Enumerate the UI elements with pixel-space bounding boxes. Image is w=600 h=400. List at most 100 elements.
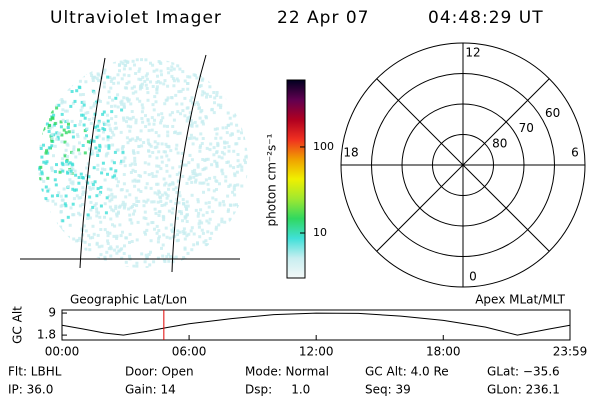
pixel — [66, 126, 70, 129]
pixel — [220, 150, 224, 154]
pixel — [38, 167, 41, 171]
pixel — [190, 124, 194, 128]
pixel — [94, 146, 98, 150]
pixel — [152, 122, 156, 126]
pixel — [71, 101, 75, 105]
pixel — [134, 139, 138, 143]
pixel — [162, 124, 166, 128]
pixel — [67, 239, 71, 243]
pixel — [191, 265, 194, 268]
pixel — [244, 111, 248, 115]
pixel — [123, 156, 127, 160]
pixel — [112, 81, 116, 85]
pixel — [231, 190, 235, 194]
pixel — [177, 264, 181, 268]
pixel — [73, 74, 77, 78]
pixel — [128, 193, 132, 197]
pixel — [240, 165, 244, 169]
pixel — [70, 90, 74, 93]
pixel — [246, 257, 248, 261]
pixel — [126, 60, 130, 64]
pixel — [165, 164, 169, 168]
pixel — [106, 135, 110, 139]
pixel — [116, 81, 120, 85]
pixel — [93, 59, 97, 63]
pixel — [108, 205, 112, 209]
pixel — [59, 210, 63, 213]
pixel — [214, 198, 218, 202]
pixel — [187, 161, 191, 165]
pixel — [191, 142, 195, 146]
pixel — [46, 151, 50, 155]
pixel — [84, 111, 88, 115]
pixel — [70, 245, 74, 249]
pixel — [154, 100, 158, 104]
pixel — [78, 79, 82, 83]
pixel — [101, 137, 105, 141]
pixel — [94, 202, 98, 206]
pixel — [181, 70, 185, 74]
pixel — [59, 120, 63, 124]
pixel — [215, 188, 218, 191]
pixel — [144, 200, 148, 204]
pixel — [106, 172, 109, 176]
pixel — [243, 158, 247, 162]
pixel — [85, 127, 89, 131]
pixel — [205, 92, 209, 96]
pixel — [194, 208, 198, 212]
pixel — [39, 225, 43, 229]
pixel — [141, 106, 145, 110]
pixel — [119, 130, 123, 134]
pixel — [81, 68, 85, 71]
pixel — [49, 118, 53, 122]
pixel — [237, 248, 241, 252]
pixel — [156, 200, 160, 204]
pixel — [150, 200, 154, 204]
pixel — [206, 243, 209, 247]
pixel — [112, 60, 116, 64]
pixel — [147, 253, 151, 256]
pixel — [144, 217, 148, 220]
pixel — [227, 145, 231, 149]
pixel — [144, 186, 148, 190]
pixel — [243, 136, 247, 140]
pixel — [68, 161, 72, 165]
pixel — [88, 147, 92, 151]
pixel — [50, 132, 54, 136]
pixel — [231, 103, 234, 106]
pixel — [217, 65, 221, 69]
pixel — [220, 76, 224, 80]
pixel — [76, 265, 79, 268]
pixel — [228, 164, 232, 168]
pixel — [64, 204, 68, 208]
pixel — [198, 146, 202, 150]
pixel — [112, 234, 116, 238]
pixel — [191, 265, 195, 268]
pixel — [170, 96, 174, 99]
pixel — [201, 122, 205, 126]
pixel — [110, 104, 113, 108]
pixel — [158, 210, 162, 214]
pixel — [211, 210, 215, 214]
pixel — [38, 234, 42, 237]
pixel — [183, 216, 187, 220]
pixel — [221, 126, 225, 130]
pixel — [153, 146, 157, 150]
pixel — [52, 113, 56, 117]
pixel — [104, 154, 108, 158]
pixel — [84, 247, 88, 251]
pixel — [98, 192, 102, 196]
pixel — [109, 86, 113, 90]
pixel — [171, 181, 175, 185]
pixel — [233, 260, 237, 264]
pixel — [68, 248, 72, 252]
pixel — [198, 181, 202, 185]
pixel — [63, 154, 67, 158]
pixel — [83, 116, 87, 120]
pixel — [95, 135, 99, 139]
pixel — [145, 72, 149, 76]
pixel — [159, 119, 163, 123]
pixel — [137, 69, 141, 73]
pixel — [100, 244, 104, 248]
pixel — [209, 142, 213, 146]
